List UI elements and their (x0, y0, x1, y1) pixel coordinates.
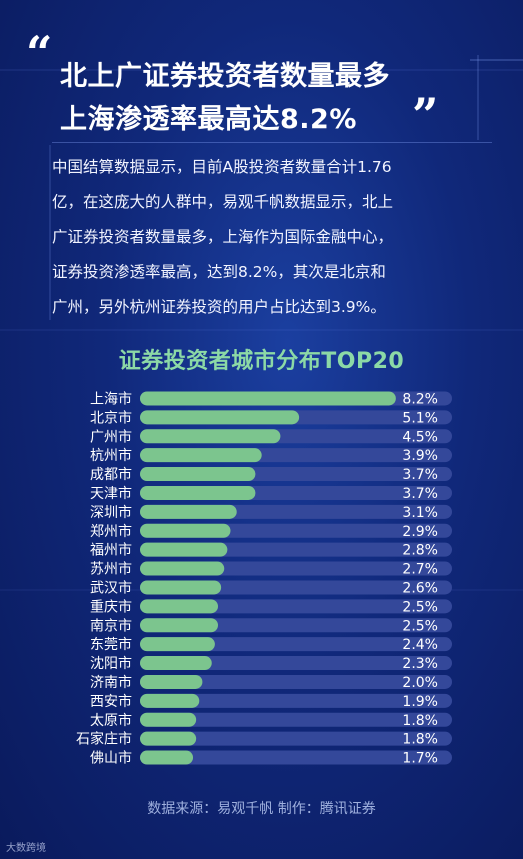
chart-title: 证券投资者城市分布TOP20 (118, 349, 405, 374)
bar (140, 674, 203, 689)
value-label: 2.6% (402, 580, 438, 596)
bar-track (140, 750, 452, 765)
description-line: 证券投资渗透率最高，达到8.2%，其次是北京和 (52, 263, 386, 281)
description-paragraph: 中国结算数据显示，目前A股投资者数量合计1.76 亿，在这庞大的人群中，易观千帆… (52, 150, 472, 325)
category-label: 杭州市 (90, 447, 132, 464)
category-label: 成都市 (90, 466, 132, 483)
value-label: 3.7% (402, 486, 438, 502)
bar (140, 561, 225, 576)
category-label: 上海市 (90, 390, 132, 407)
category-label: 天津市 (90, 485, 132, 502)
bar (140, 485, 256, 500)
bar (140, 391, 396, 406)
bar (140, 656, 212, 671)
value-label: 2.8% (402, 543, 438, 559)
bar-track (140, 656, 452, 671)
category-label: 深圳市 (90, 504, 132, 521)
value-label: 3.1% (402, 505, 438, 521)
headline-line-1: 北上广证券投资者数量最多 (60, 61, 390, 92)
category-label: 广州市 (90, 428, 132, 445)
value-label: 1.9% (402, 694, 438, 710)
open-quote-mark: “ (26, 26, 53, 80)
value-label: 5.1% (402, 410, 438, 426)
value-label: 2.4% (402, 637, 438, 653)
bar (140, 410, 300, 425)
description-line: 中国结算数据显示，目前A股投资者数量合计1.76 (52, 158, 392, 176)
value-label: 4.5% (402, 429, 438, 445)
value-label: 8.2% (402, 391, 438, 407)
bar (140, 448, 262, 463)
category-label: 沈阳市 (90, 655, 132, 672)
category-label: 苏州市 (90, 561, 132, 578)
headline-line-2: 上海渗透率最高达8.2% (60, 104, 357, 135)
bar (140, 731, 197, 746)
bar-track (140, 599, 452, 614)
category-label: 武汉市 (90, 579, 132, 596)
description-line: 亿，在这庞大的人群中，易观千帆数据显示，北上 (52, 193, 394, 211)
category-label: 北京市 (90, 409, 132, 426)
value-label: 2.0% (402, 675, 438, 691)
bar (140, 504, 237, 519)
bar-track (140, 693, 452, 708)
value-label: 2.9% (402, 524, 438, 540)
category-label: 南京市 (90, 617, 132, 634)
source-credit: 数据来源：易观千帆 制作：腾讯证券 (147, 801, 376, 817)
value-label: 3.7% (402, 467, 438, 483)
value-label: 2.5% (402, 599, 438, 615)
bar-track (140, 731, 452, 746)
bar (140, 542, 228, 557)
category-label: 太原市 (90, 712, 132, 729)
watermark-text: 大数跨境 (6, 843, 46, 854)
value-label: 2.3% (402, 656, 438, 672)
category-label: 郑州市 (90, 523, 132, 540)
category-label: 重庆市 (90, 598, 132, 615)
bar (140, 637, 215, 652)
bar (140, 618, 218, 633)
close-quote-mark: ” (412, 88, 439, 142)
description-line: 广证券投资者数量最多，上海作为国际金融中心， (52, 228, 394, 246)
bar-track (140, 618, 452, 633)
bar (140, 750, 194, 765)
description-line: 广州，另外杭州证券投资的用户占比达到3.9%。 (52, 298, 386, 316)
bar-track (140, 712, 452, 727)
category-label: 济南市 (90, 674, 132, 691)
category-label: 石家庄市 (76, 731, 132, 748)
value-label: 2.7% (402, 562, 438, 578)
category-label: 西安市 (90, 693, 132, 710)
bar (140, 580, 222, 595)
category-label: 东莞市 (90, 636, 132, 653)
value-label: 3.9% (402, 448, 438, 464)
value-label: 2.5% (402, 618, 438, 634)
bar (140, 599, 218, 614)
category-label: 佛山市 (90, 750, 132, 767)
value-label: 1.8% (402, 732, 438, 748)
bar (140, 712, 197, 727)
value-label: 1.8% (402, 713, 438, 729)
bar-track (140, 674, 452, 689)
bar-chart: 上海市 8.2% 北京市 5.1% 广州市 4.5% 杭州市 3.9% 成都市 3.7% 天津市 3.… (76, 390, 452, 767)
bar (140, 693, 200, 708)
bar (140, 523, 231, 538)
bar (140, 429, 281, 444)
value-label: 1.7% (402, 751, 438, 767)
bar (140, 467, 256, 482)
category-label: 福州市 (90, 542, 132, 559)
headline-divider (52, 142, 492, 143)
bar-track (140, 637, 452, 652)
